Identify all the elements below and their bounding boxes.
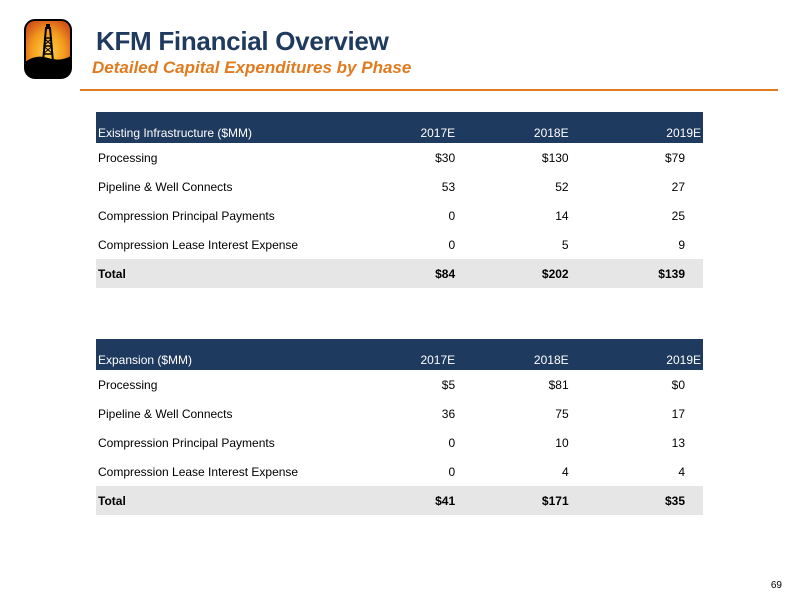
oil-derrick-logo-icon <box>24 19 72 79</box>
table-row: Processing $30 $130 $79 <box>96 143 703 172</box>
table-row: Pipeline & Well Connects 53 52 27 <box>96 172 703 201</box>
cell-2017: 0 <box>448 435 456 450</box>
cell-2017: 0 <box>448 237 456 252</box>
cell-2017: $5 <box>441 377 456 392</box>
table-heading: Expansion ($MM) <box>98 353 193 367</box>
cell-2019: 9 <box>678 237 685 252</box>
cell-2018: 52 <box>555 179 569 194</box>
total-2018: $171 <box>541 493 569 508</box>
total-2019: $139 <box>658 266 685 281</box>
cell-2018: 75 <box>555 406 569 421</box>
cell-2017: 53 <box>441 179 456 194</box>
column-header-2019: 2019E <box>666 126 701 140</box>
total-row: Total $41 $171 $35 <box>96 486 703 515</box>
column-header-2017: 2017E <box>420 126 456 140</box>
total-2019: $35 <box>664 493 685 508</box>
row-label: Pipeline & Well Connects <box>98 406 233 421</box>
total-2018: $202 <box>541 266 569 281</box>
table-heading: Existing Infrastructure ($MM) <box>98 126 253 140</box>
total-label: Total <box>98 493 126 508</box>
existing-infrastructure-table: Existing Infrastructure ($MM) 2017E 2018… <box>96 112 703 288</box>
cell-2019: $0 <box>671 377 685 392</box>
cell-2018: 5 <box>561 237 569 252</box>
page-subtitle: Detailed Capital Expenditures by Phase <box>92 58 412 77</box>
column-header-2019: 2019E <box>666 353 701 367</box>
table-row: Pipeline & Well Connects 36 75 17 <box>96 399 703 428</box>
cell-2017: 0 <box>448 208 456 223</box>
cell-2018: 4 <box>561 464 569 479</box>
cell-2019: 13 <box>671 435 685 450</box>
column-header-2018: 2018E <box>533 126 569 140</box>
row-label: Pipeline & Well Connects <box>98 179 233 194</box>
cell-2019: $79 <box>664 150 685 165</box>
cell-2017: 36 <box>441 406 456 421</box>
total-row: Total $84 $202 $139 <box>96 259 703 288</box>
cell-2018: $81 <box>548 377 569 392</box>
cell-2018: $130 <box>541 150 569 165</box>
header-divider <box>80 89 778 91</box>
cell-2019: 4 <box>678 464 685 479</box>
cell-2018: 14 <box>555 208 569 223</box>
total-2017: $41 <box>435 493 456 508</box>
cell-2019: 27 <box>671 179 685 194</box>
column-header-2017: 2017E <box>420 353 456 367</box>
table-row: Compression Principal Payments 0 14 25 <box>96 201 703 230</box>
table-header-row: Existing Infrastructure ($MM) 2017E 2018… <box>96 112 703 143</box>
page-title: KFM Financial Overview <box>96 26 389 56</box>
table-row: Compression Lease Interest Expense 0 5 9 <box>96 230 703 259</box>
row-label: Compression Lease Interest Expense <box>98 464 299 479</box>
cell-2018: 10 <box>555 435 569 450</box>
expansion-table: Expansion ($MM) 2017E 2018E 2019E Proces… <box>96 339 703 515</box>
row-label: Compression Principal Payments <box>98 208 275 223</box>
column-header-2018: 2018E <box>533 353 569 367</box>
cell-2017: $30 <box>435 150 456 165</box>
table-header-row: Expansion ($MM) 2017E 2018E 2019E <box>96 339 703 370</box>
total-2017: $84 <box>435 266 456 281</box>
cell-2019: 25 <box>671 208 685 223</box>
total-label: Total <box>98 266 126 281</box>
row-label: Processing <box>98 377 158 392</box>
table-row: Processing $5 $81 $0 <box>96 370 703 399</box>
table-row: Compression Principal Payments 0 10 13 <box>96 428 703 457</box>
row-label: Compression Principal Payments <box>98 435 275 450</box>
page-number: 69 <box>770 580 782 591</box>
cell-2019: 17 <box>671 406 685 421</box>
table-row: Compression Lease Interest Expense 0 4 4 <box>96 457 703 486</box>
row-label: Compression Lease Interest Expense <box>98 237 299 252</box>
row-label: Processing <box>98 150 158 165</box>
cell-2017: 0 <box>448 464 456 479</box>
